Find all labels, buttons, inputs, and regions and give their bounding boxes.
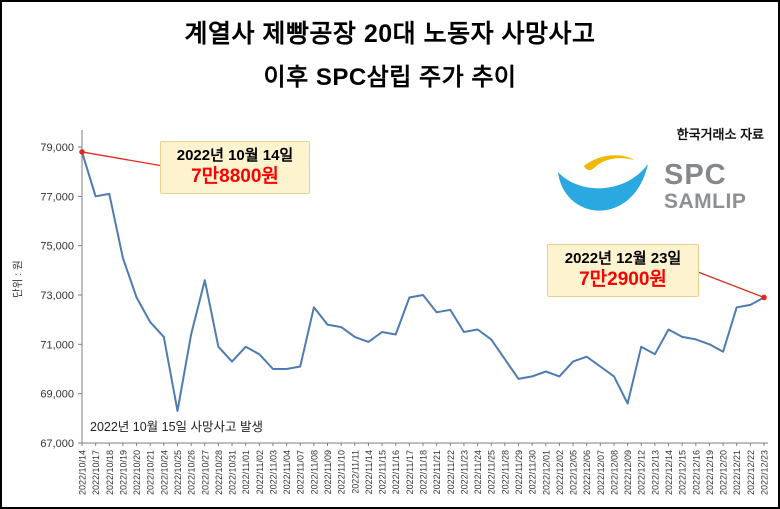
x-tick-label: 2022/11/29: [514, 450, 524, 494]
spc-smile-icon: [558, 155, 648, 211]
x-tick-label: 2022/10/26: [187, 450, 197, 495]
annotation-marker: [761, 294, 767, 301]
y-tick-label: 77,000: [40, 191, 74, 203]
x-tick-label: 2022/10/24: [159, 450, 169, 495]
logo-text-samlip: SAMLIP: [664, 189, 747, 213]
logo-text-spc: SPC: [664, 158, 727, 191]
x-tick-label: 2022/12/07: [596, 450, 606, 495]
x-tick-label: 2022/11/30: [528, 450, 538, 494]
x-tick-label: 2022/12/19: [705, 450, 715, 495]
x-tick-label: 2022/11/01: [241, 450, 251, 494]
x-tick-label: 2022/10/20: [132, 450, 142, 495]
x-tick-label: 2022/12/16: [691, 450, 701, 495]
x-tick-label: 2022/10/27: [200, 450, 210, 495]
x-tick-label: 2022/10/21: [146, 450, 156, 495]
x-tick-label: 2022/10/18: [105, 450, 115, 495]
x-tick-label: 2022/10/28: [214, 450, 224, 495]
x-tick-label: 2022/12/23: [760, 450, 770, 495]
x-tick-label: 2022/12/14: [664, 450, 674, 495]
x-tick-label: 2022/11/10: [337, 450, 347, 494]
price-line: [81, 150, 765, 412]
x-tick-label: 2022/11/17: [405, 450, 415, 494]
x-tick-label: 2022/10/14: [78, 450, 88, 495]
x-tick-label: 2022/11/09: [323, 450, 333, 494]
data-source-label: 한국거래소 자료: [676, 127, 764, 142]
annotation-dec23-date: 2022년 12월 23일: [564, 250, 682, 267]
spc-logo-text: SPC SAMLIP: [664, 158, 747, 213]
x-tick-label: 2022/10/19: [118, 450, 128, 495]
x-tick-label: 2022/12/08: [609, 450, 619, 495]
x-tick-label: 2022/10/17: [91, 450, 101, 495]
y-tick-label: 71,000: [40, 339, 74, 351]
annotation-oct14: 2022년 10월 14일 7만8800원: [160, 141, 310, 194]
event-note: 2022년 10월 15일 사망사고 발생: [90, 420, 264, 434]
annotation-dec23: 2022년 12월 23일 7만2900원: [547, 244, 699, 297]
x-tick-label: 2022/11/11: [350, 450, 360, 494]
annotation-marker: [79, 149, 85, 155]
y-tick-label: 75,000: [40, 241, 74, 253]
x-tick-label: 2022/11/15: [378, 450, 388, 494]
y-tick-label: 79,000: [40, 142, 74, 154]
x-tick-label: 2022/11/04: [282, 450, 292, 494]
x-tick-label: 2022/12/01: [541, 450, 551, 495]
x-tick-label: 2022/11/28: [500, 450, 510, 494]
x-tick-label: 2022/12/12: [637, 450, 647, 495]
annotation-dec23-price: 7만2900원: [579, 268, 667, 290]
x-tick-label: 2022/11/07: [296, 450, 306, 494]
x-tick-label: 2022/11/08: [309, 450, 319, 494]
annotation-oct14-date: 2022년 10월 14일: [176, 147, 294, 164]
x-tick-label: 2022/12/21: [732, 450, 742, 495]
annotation-arrow: [81, 151, 164, 167]
y-tick-label: 69,000: [40, 389, 74, 401]
annotation-arrow: [697, 271, 765, 299]
x-tick-label: 2022/12/15: [678, 450, 688, 495]
x-tick-label: 2022/11/14: [364, 450, 374, 494]
x-tick-label: 2022/11/25: [487, 450, 497, 494]
x-tick-label: 2022/11/21: [432, 450, 442, 494]
x-tick-label: 2022/10/31: [228, 450, 238, 495]
chart-title-line2: 이후 SPC삼립 주가 추이: [263, 64, 517, 91]
x-tick-label: 2022/11/18: [419, 450, 429, 494]
x-tick-label: 2022/12/09: [623, 450, 633, 495]
x-tick-label: 2022/11/02: [255, 450, 265, 494]
x-tick-label: 2022/12/20: [719, 450, 729, 495]
x-tick-label: 2022/11/22: [446, 450, 456, 494]
x-tick-label: 2022/10/25: [173, 450, 183, 495]
x-tick-label: 2022/12/22: [746, 450, 756, 495]
x-tick-label: 2022/12/13: [650, 450, 660, 495]
x-tick-label: 2022/12/06: [582, 450, 592, 495]
chart-title-line1: 계열사 제빵공장 20대 노동자 사망사고: [184, 20, 596, 48]
y-tick-label: 67,000: [40, 438, 74, 450]
x-tick-label: 2022/11/16: [391, 450, 401, 494]
x-tick-label: 2022/12/02: [555, 450, 565, 495]
x-tick-label: 2022/11/23: [459, 450, 469, 494]
y-tick-label: 73,000: [40, 290, 74, 302]
x-tick-label: 2022/11/03: [268, 450, 278, 494]
annotation-oct14-price: 7만8800원: [191, 165, 279, 187]
spc-samlip-logo: SPC SAMLIP: [554, 154, 746, 220]
x-tick-label: 2022/12/05: [569, 450, 579, 495]
x-tick-label: 2022/11/24: [473, 450, 483, 494]
